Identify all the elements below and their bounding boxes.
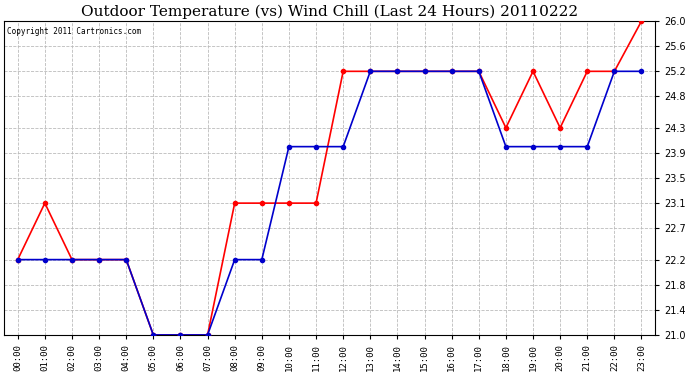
Text: Copyright 2011 Cartronics.com: Copyright 2011 Cartronics.com xyxy=(8,27,141,36)
Title: Outdoor Temperature (vs) Wind Chill (Last 24 Hours) 20110222: Outdoor Temperature (vs) Wind Chill (Las… xyxy=(81,4,578,18)
